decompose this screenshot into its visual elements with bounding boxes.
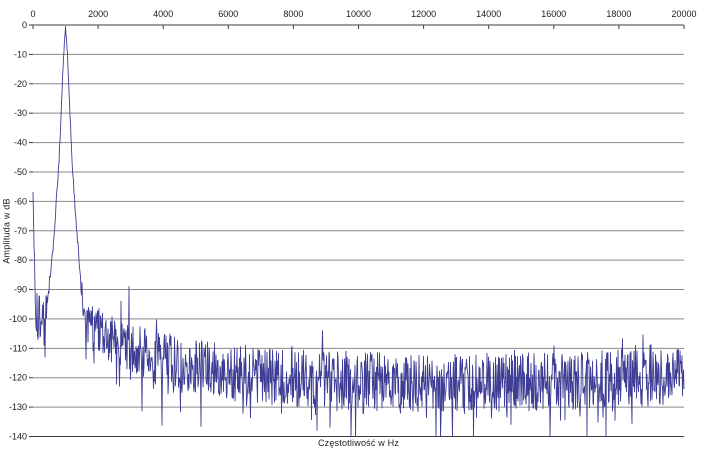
y-tick-label: 0 bbox=[22, 20, 27, 30]
x-tick-label: 4000 bbox=[153, 9, 173, 19]
y-tick-label: -70 bbox=[14, 226, 27, 236]
y-tick-label: -50 bbox=[14, 167, 27, 177]
spectrum-series-line bbox=[32, 26, 685, 437]
x-tick-label: 0 bbox=[30, 9, 35, 19]
x-tick-label: 14000 bbox=[476, 9, 501, 19]
x-tick-label: 10000 bbox=[346, 9, 371, 19]
x-tick-label: 8000 bbox=[283, 9, 303, 19]
x-tick-label: 16000 bbox=[541, 9, 566, 19]
y-tick-label: -140 bbox=[9, 432, 27, 442]
x-tick-label: 2000 bbox=[88, 9, 108, 19]
y-tick-label: -130 bbox=[9, 402, 27, 412]
y-tick-label: -90 bbox=[14, 285, 27, 295]
y-tick-label: -60 bbox=[14, 196, 27, 206]
x-axis-title: Częstotliwość w Hz bbox=[317, 438, 400, 448]
x-tick-label: 6000 bbox=[218, 9, 238, 19]
y-tick-label: -20 bbox=[14, 79, 27, 89]
y-tick-label: -30 bbox=[14, 108, 27, 118]
x-tick-label: 12000 bbox=[411, 9, 436, 19]
y-tick-label: -10 bbox=[14, 49, 27, 59]
y-tick-label: -40 bbox=[14, 138, 27, 148]
y-tick-label: -80 bbox=[14, 255, 27, 265]
x-tick-label: 18000 bbox=[606, 9, 631, 19]
y-tick-label: -110 bbox=[10, 343, 27, 353]
y-axis-title-wrap: Amplituda w dB bbox=[0, 25, 14, 437]
y-axis-title: Amplituda w dB bbox=[2, 198, 12, 264]
x-tick-label: 20000 bbox=[671, 9, 696, 19]
y-tick-label: -120 bbox=[9, 373, 27, 383]
y-tick-label: -100 bbox=[9, 314, 27, 324]
